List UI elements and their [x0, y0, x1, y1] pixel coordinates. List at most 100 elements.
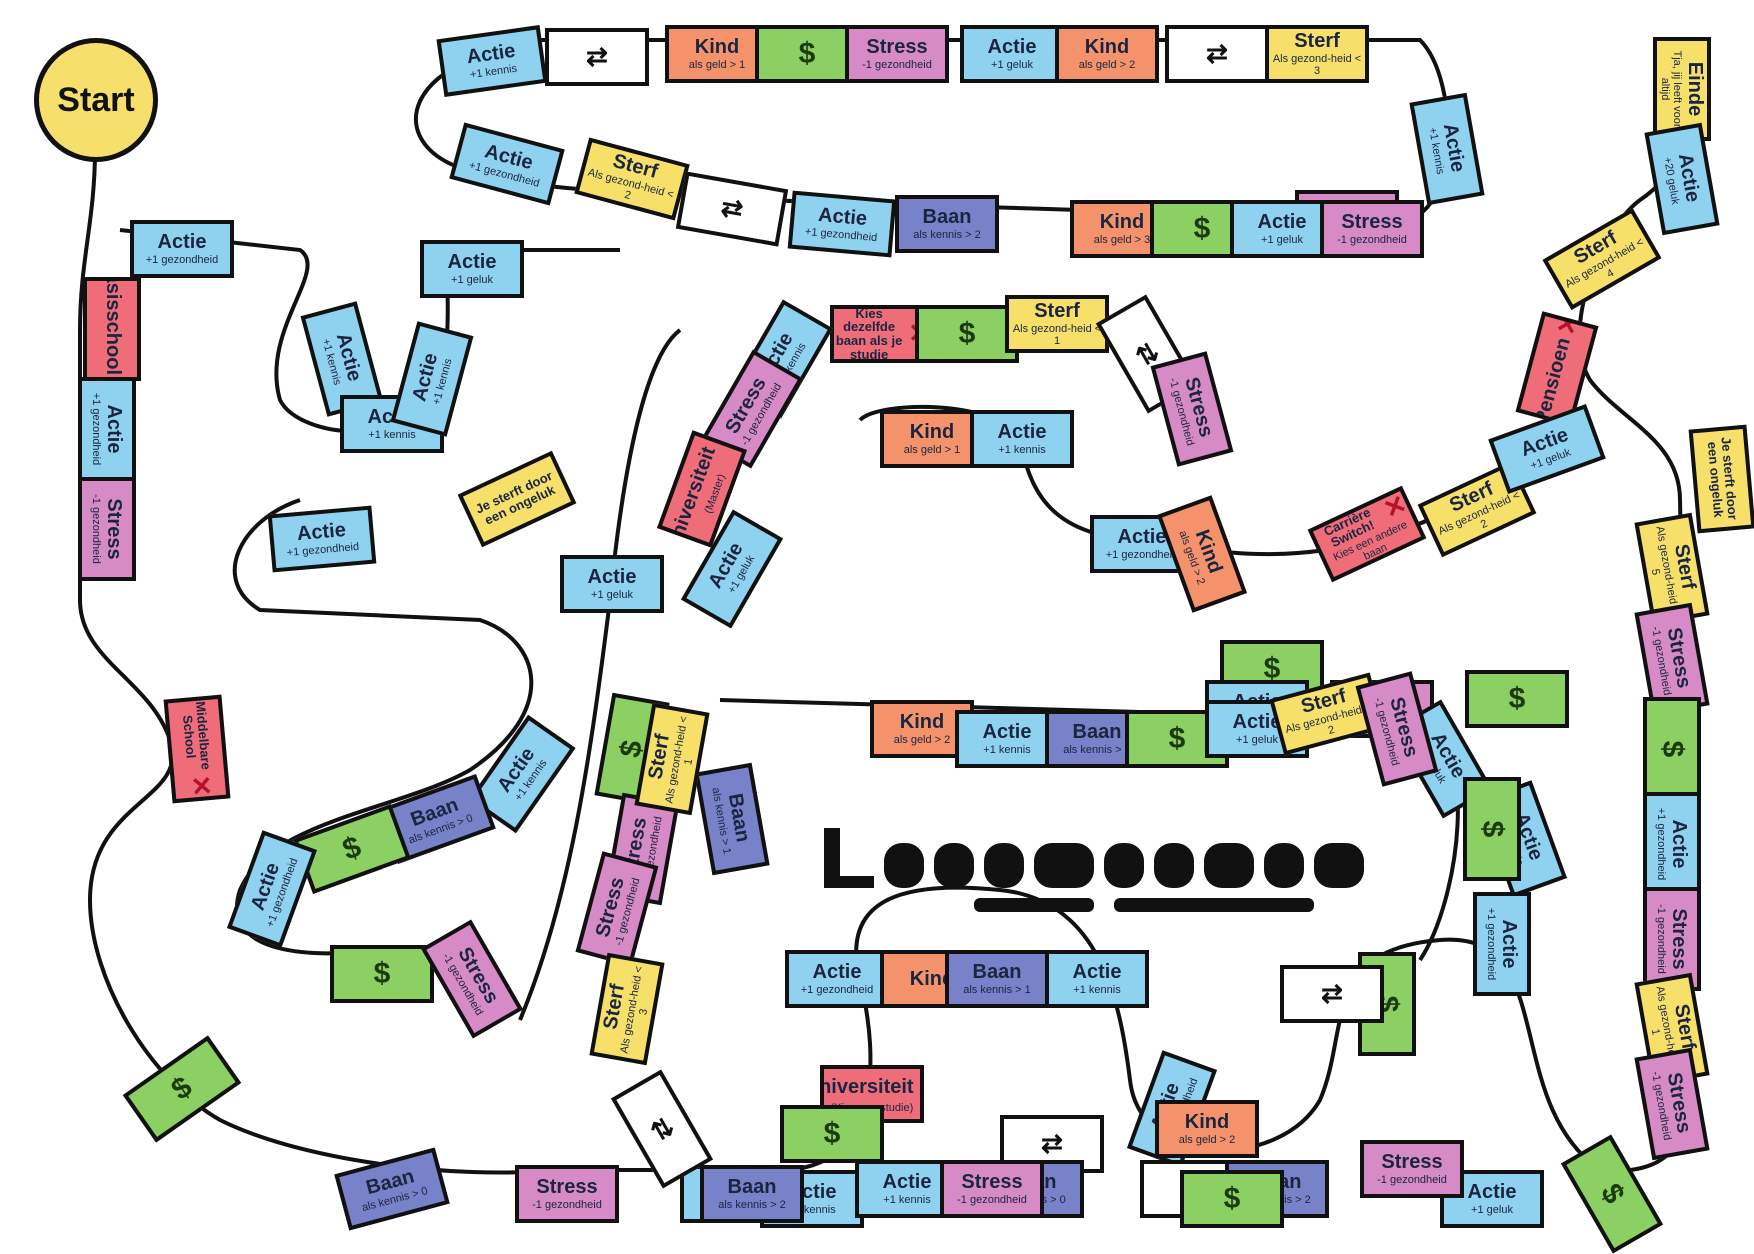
board-tile[interactable]: Actie+1 gezondheid — [267, 505, 377, 573]
tile-subtitle: +1 geluk — [991, 58, 1033, 71]
tile-title-row: Actie — [448, 251, 497, 273]
dollar-icon: $ — [1168, 722, 1186, 756]
tile-title-row: Baan — [973, 961, 1022, 983]
tile-title-row: Stress — [866, 36, 927, 58]
tile-title-row: Actie — [1233, 711, 1282, 733]
board-tile[interactable]: Kind als geld > 1 — [880, 410, 984, 468]
board-tile[interactable]: Stress-1 gezondheid — [1360, 1140, 1464, 1198]
board-tile[interactable]: Actie+1 geluk — [960, 25, 1064, 83]
board-tile[interactable]: ⇄ — [1280, 965, 1384, 1023]
board-tile[interactable]: Actie+1 geluk — [1230, 200, 1334, 258]
dollar-icon: $ — [823, 1117, 841, 1151]
tile-subtitle: +1 geluk — [1236, 733, 1278, 746]
board-tile[interactable]: Stress-1 gezondheid — [940, 1160, 1044, 1218]
board-tile[interactable]: Actie+1 gezondheid — [1643, 792, 1701, 896]
tile-title: Stress — [1381, 1150, 1443, 1173]
tile-title: Actie — [982, 720, 1032, 743]
tile-title: Sterf — [1294, 29, 1340, 52]
board-tile[interactable]: ⇄ — [1165, 25, 1269, 83]
tile-title: Actie — [812, 960, 862, 983]
tile-subtitle: +1 gezondheid — [1655, 807, 1668, 881]
tile-title-row: Basisschool✕ — [98, 277, 128, 381]
board-tile[interactable]: Baan als kennis > 1 — [945, 950, 1049, 1008]
board-tile[interactable]: Actie+1 gezondheid — [130, 220, 234, 278]
tile-title: Actie — [157, 230, 207, 253]
board-tile[interactable]: Kind als geld > 2 — [870, 700, 974, 758]
tile-title: Basisschool — [101, 277, 124, 376]
tile-title-row: Kind — [695, 36, 739, 58]
tile-title-row: Actie — [588, 566, 637, 588]
board-tile[interactable]: Je sterft door een ongeluk — [1688, 424, 1754, 534]
tile-title-row: Stress — [536, 1176, 597, 1198]
tile-title-row: Actie — [987, 35, 1037, 58]
start-circle[interactable]: Start — [34, 38, 158, 162]
swap-arrows-icon: ⇄ — [1041, 1128, 1063, 1159]
tile-title: Sterf — [1034, 299, 1080, 322]
board-tile[interactable]: Basisschool✕ — [83, 277, 141, 381]
board-tile[interactable]: Sterf Als gezond-heid < 1 — [1005, 295, 1109, 353]
game-logo — [824, 818, 1384, 918]
tile-title: Actie — [987, 35, 1037, 58]
tile-title-row: Actie — [296, 518, 347, 545]
board-tile[interactable]: Middelbare School ✕ — [163, 694, 231, 804]
tile-title: Actie — [882, 1170, 932, 1193]
tile-title-row: Actie — [998, 421, 1047, 443]
board-tile[interactable]: $ — [330, 945, 434, 1003]
dollar-icon: $ — [338, 830, 366, 868]
tile-title-row: Kind — [910, 968, 954, 990]
board-tile[interactable]: $ — [1465, 670, 1569, 728]
tile-subtitle: +1 kennis — [998, 443, 1046, 456]
board-tile[interactable]: Actie+1 kennis — [1045, 950, 1149, 1008]
tile-subtitle: +1 kennis — [788, 1203, 836, 1216]
tile-title-row: Actie — [157, 230, 207, 253]
board-tile[interactable]: Stress-1 gezondheid — [515, 1165, 619, 1223]
board-tile[interactable]: Actie+1 geluk — [420, 240, 524, 298]
tile-title: Kind — [1184, 1110, 1230, 1133]
board-tile[interactable]: $ — [915, 305, 1019, 363]
board-tile[interactable]: Actie+1 kennis — [970, 410, 1074, 468]
tile-title: Actie — [1668, 819, 1691, 869]
board-tile[interactable]: Actie+1 gezondheid — [78, 377, 136, 481]
board-tile[interactable]: Actie+1 geluk — [560, 555, 664, 613]
board-tile[interactable]: $ — [1463, 777, 1521, 881]
logo-graphic — [824, 828, 1364, 912]
tile-title: Actie — [296, 518, 347, 545]
tile-subtitle: als kennis > 1 — [1063, 743, 1131, 756]
board-tile[interactable]: Kind als geld > 2 — [1155, 1100, 1259, 1158]
board-tile[interactable]: Kind als geld > 2 — [1055, 25, 1159, 83]
board-tile[interactable]: $ — [780, 1105, 884, 1163]
tile-title: Baan — [1072, 720, 1122, 743]
board-tile[interactable]: Sterf Als gezond-heid < 3 — [1265, 25, 1369, 83]
board-tile[interactable]: $ — [1180, 1170, 1284, 1228]
tile-subtitle: als geld > 2 — [1178, 1133, 1236, 1146]
tile-title: Je sterft door een ongeluk — [1704, 436, 1741, 521]
board-tile[interactable]: Stress-1 gezondheid — [78, 477, 136, 581]
tile-subtitle: Tja, jij leeft voor altijd — [1659, 50, 1684, 128]
tile-subtitle: -1 gezondheid — [1337, 233, 1407, 246]
board-tile[interactable]: $ — [755, 25, 859, 83]
board-tile[interactable]: $ — [1643, 697, 1701, 801]
board-tile[interactable]: Stress-1 gezondheid — [1320, 200, 1424, 258]
board-tile[interactable]: Actie+1 gezondheid — [787, 190, 897, 258]
tile-title-row: Actie — [103, 404, 126, 454]
dollar-icon: $ — [1223, 1182, 1241, 1216]
dollar-icon: $ — [1475, 820, 1509, 838]
tile-title: Stress — [1341, 210, 1403, 233]
dollar-icon: $ — [1508, 682, 1526, 716]
tile-title: Actie — [103, 404, 126, 454]
board-tile[interactable]: ⇄ — [545, 28, 649, 86]
board-tile[interactable]: Stress-1 gezondheid — [845, 25, 949, 83]
tile-title: Stress — [1668, 908, 1691, 970]
tile-subtitle: +1 gezondheid — [145, 253, 219, 266]
board-tile[interactable]: Actie+1 gezondheid — [1473, 892, 1531, 996]
tile-subtitle: -1 gezondheid — [532, 1198, 602, 1211]
stop-x-icon: ✕ — [918, 1073, 920, 1101]
board-tile[interactable]: Actie+1 gezondheid — [785, 950, 889, 1008]
tile-subtitle: +1 kennis — [983, 743, 1031, 756]
board-tile[interactable]: Actie+1 kennis — [955, 710, 1059, 768]
tile-title-row: Stress — [1668, 908, 1691, 970]
board-tile[interactable]: Kind als geld > 1 — [665, 25, 769, 83]
